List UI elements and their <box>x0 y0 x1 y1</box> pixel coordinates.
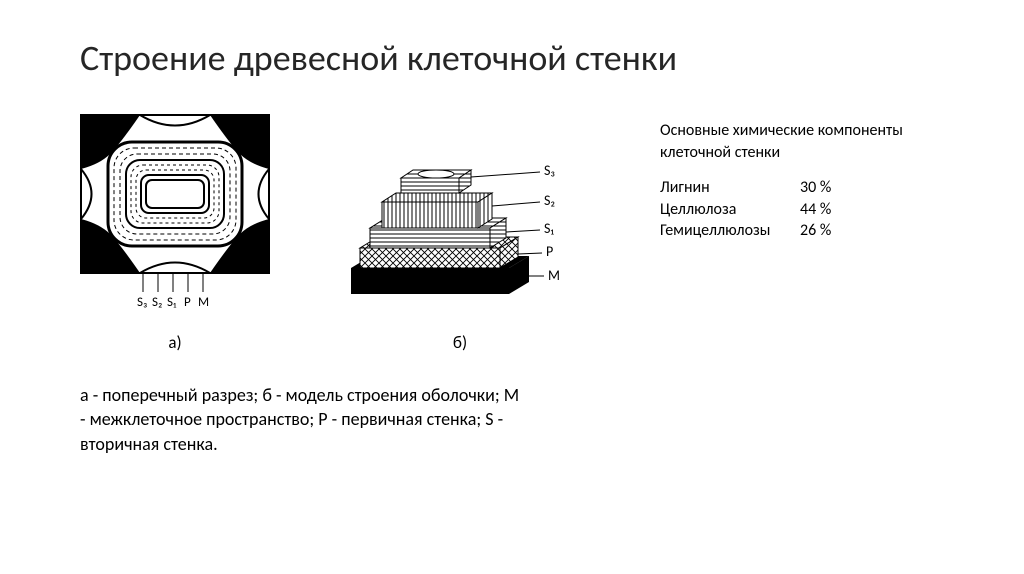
comp-row-1: Целлюлоза 44 % <box>660 199 974 221</box>
composition-box: Основные химические компоненты клеточной… <box>660 120 974 242</box>
fa-label-2: S₁ <box>167 295 177 310</box>
comp-val-0: 30 % <box>800 177 831 199</box>
comp-name-2: Гемицеллюлозы <box>660 220 800 242</box>
comp-row-2: Гемицеллюлозы 26 % <box>660 220 974 242</box>
figure-a-col: S₃ S₂ S₁ P M а) <box>80 114 270 353</box>
comp-row-0: Лигнин 30 % <box>660 177 974 199</box>
composition-header: Основные химические компоненты клеточной… <box>660 120 974 163</box>
figure-a-cross-section: S₃ S₂ S₁ P M <box>80 114 270 314</box>
figure-b-svg: S₃ S₂ S₁ P M <box>330 144 590 314</box>
figure-row: S₃ S₂ S₁ P M а) <box>80 114 590 353</box>
fb-label-4: M <box>548 267 560 284</box>
fa-label-4: M <box>198 295 209 310</box>
figure-b-layer-model: S₃ S₂ S₁ P M <box>330 144 590 314</box>
layer-S3 <box>401 170 471 193</box>
figures-block: S₃ S₂ S₁ P M а) <box>80 114 590 456</box>
figure-b-label-group: S₃ S₂ S₁ P M <box>544 162 560 284</box>
fb-label-0: S₃ <box>544 162 555 179</box>
fa-label-0: S₃ <box>137 295 147 310</box>
figure-b-sublabel: б) <box>453 332 467 353</box>
figure-caption: а - поперечный разрез; б - модель строен… <box>80 383 520 456</box>
fa-label-1: S₂ <box>152 295 162 310</box>
figure-a-sublabel: а) <box>168 332 181 353</box>
fb-label-3: P <box>546 243 553 260</box>
figure-a-leaders <box>143 274 203 292</box>
fb-label-2: S₁ <box>544 220 554 237</box>
comp-name-0: Лигнин <box>660 177 800 199</box>
comp-val-2: 26 % <box>800 220 831 242</box>
figure-a-svg: S₃ S₂ S₁ P M <box>80 114 270 314</box>
comp-name-1: Целлюлоза <box>660 199 800 221</box>
fa-label-3: P <box>184 295 191 310</box>
fb-label-1: S₂ <box>544 192 555 209</box>
slide-root: Строение древесной клеточной стенки <box>0 0 1024 574</box>
figure-a-pointer-labels: S₃ S₂ S₁ P M <box>137 295 209 310</box>
comp-val-1: 44 % <box>800 199 831 221</box>
layer-S2 <box>382 193 492 228</box>
content-row: S₃ S₂ S₁ P M а) <box>80 114 974 456</box>
page-title: Строение древесной клеточной стенки <box>80 36 974 80</box>
figure-b-col: S₃ S₂ S₁ P M б) <box>330 144 590 353</box>
